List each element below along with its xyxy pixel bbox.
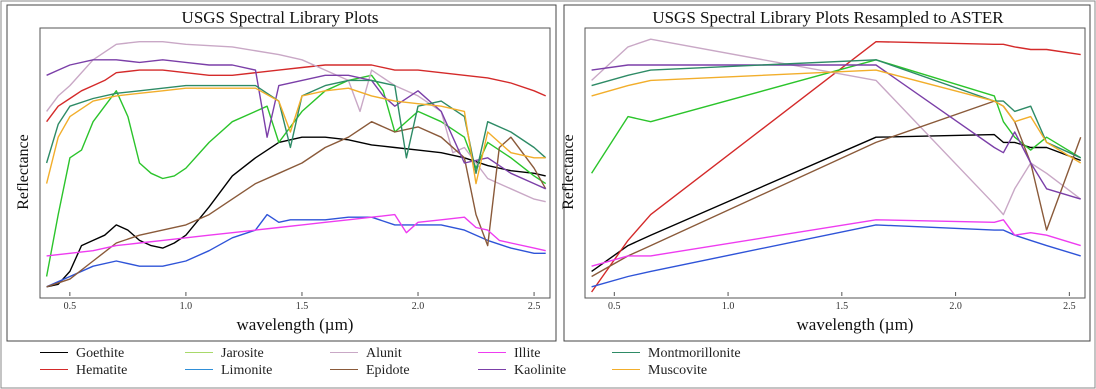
legend-label: Limonite (221, 363, 273, 378)
legend-item-jarosite: Jarosite (185, 346, 264, 362)
legend-label: Epidote (366, 363, 410, 378)
legend-swatch (330, 369, 358, 371)
legend-item-kaolinite: Kaolinite (478, 363, 566, 379)
legend-swatch (612, 352, 640, 354)
left-series-illite (46, 213, 546, 257)
right-series-kaolinite (591, 64, 1081, 200)
legend-label: Illite (514, 346, 541, 361)
legend-label: Montmorillonite (648, 346, 741, 361)
right-series-limonite (591, 224, 1081, 288)
left-x-tick-label: 2.5 (528, 301, 541, 312)
left-series-kaolinite (46, 59, 546, 190)
left-series-goethite (46, 136, 546, 288)
legend-swatch (40, 369, 68, 371)
legend-item-epidote: Epidote (330, 363, 410, 379)
left-x-tick-label: 2.0 (412, 301, 425, 312)
right-x-ticks: 0.5 1.0 1.5 2.0 2.5 (608, 292, 1076, 312)
legend-swatch (330, 352, 358, 354)
right-series-muscovite (591, 69, 1082, 164)
left-x-tick-label: 0.5 (64, 301, 77, 312)
legend-label: Goethite (76, 346, 125, 361)
legend: Goethite Hematite Jarosite Limonite Alunit Ep… (40, 346, 860, 386)
right-series-hematite (591, 41, 1081, 293)
legend-swatch (185, 369, 213, 371)
right-x-axis-label: wavelength (µm) (797, 315, 914, 334)
left-series-hematite (46, 64, 546, 123)
left-series-lines (45, 41, 547, 288)
left-series-limonite (46, 213, 546, 288)
legend-item-goethite: Goethite (40, 346, 124, 362)
right-series-lines (591, 38, 1082, 293)
legend-swatch (185, 352, 213, 354)
legend-item-muscovite: Muscovite (612, 363, 707, 379)
left-x-tick-label: 1.5 (296, 301, 309, 312)
right-series-illite (591, 219, 1081, 267)
right-x-tick-label: 2.0 (949, 301, 962, 312)
left-chart-title: USGS Spectral Library Plots (182, 8, 379, 27)
legend-label: Kaolinite (514, 363, 567, 378)
left-x-axis-label: wavelength (µm) (237, 315, 354, 334)
legend-label: Jarosite (221, 346, 264, 361)
legend-item-alunit: Alunit (330, 346, 402, 362)
left-x-tick-label: 1.0 (180, 301, 193, 312)
right-panel-frame (563, 4, 1091, 342)
left-series-jarosite (45, 74, 547, 277)
right-panel: USGS Spectral Library Plots Resampled to… (560, 4, 1091, 342)
left-y-axis-label: Reflectance (15, 134, 32, 210)
left-panel: USGS Spectral Library Plots Reflectance … (6, 4, 557, 342)
legend-swatch (612, 369, 640, 371)
right-series-montmorillonite (591, 59, 1081, 159)
legend-label: Muscovite (648, 363, 708, 378)
legend-label: Hematite (76, 363, 128, 378)
right-x-tick-label: 1.5 (836, 301, 849, 312)
legend-label: Alunit (366, 346, 402, 361)
right-series-alunit (591, 38, 1082, 216)
right-series-jarosite (591, 59, 1082, 174)
right-x-tick-label: 0.5 (608, 301, 621, 312)
legend-item-illite: Illite (478, 346, 540, 362)
right-x-tick-label: 2.5 (1063, 301, 1076, 312)
legend-swatch (478, 352, 506, 354)
legend-swatch (40, 352, 68, 354)
left-plot-area (39, 27, 551, 299)
right-y-axis-label: Reflectance (560, 134, 577, 210)
left-x-ticks: 0.5 1.0 1.5 2.0 2.5 (64, 292, 541, 312)
legend-item-limonite: Limonite (185, 363, 272, 379)
right-plot-area (584, 27, 1086, 299)
left-series-epidote (46, 120, 547, 288)
legend-item-montmorillonite: Montmorillonite (612, 346, 741, 362)
legend-item-hematite: Hematite (40, 363, 127, 379)
right-chart-title: USGS Spectral Library Plots Resampled to… (652, 8, 1004, 27)
right-x-tick-label: 1.0 (722, 301, 735, 312)
legend-swatch (478, 369, 506, 371)
left-series-muscovite (45, 87, 546, 185)
left-panel-frame (6, 4, 557, 342)
right-series-goethite (591, 133, 1081, 272)
